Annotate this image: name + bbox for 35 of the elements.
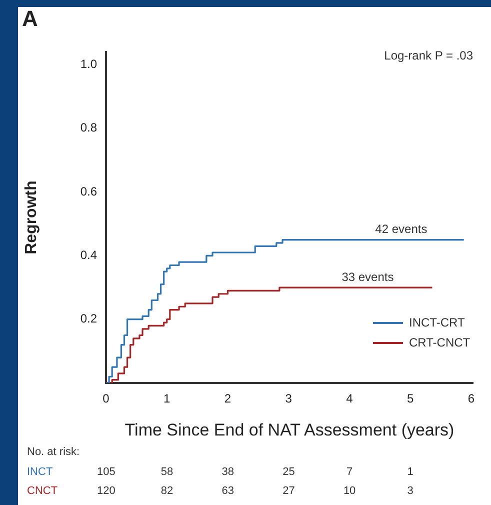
x-tick-label: 5 xyxy=(406,392,414,406)
y-axis-title: Regrowth xyxy=(23,180,40,254)
text: No. at risk: xyxy=(27,446,80,458)
text: 7 xyxy=(346,466,353,478)
text: 82 xyxy=(160,485,174,497)
text: 27 xyxy=(282,485,295,497)
text: 10 xyxy=(343,485,356,497)
x-tick-label: 0 xyxy=(102,392,110,406)
legend-label: INCT-CRT xyxy=(409,315,466,330)
annotation: Log-rank P = .03 xyxy=(384,48,474,62)
x-tick-label: 2 xyxy=(224,392,232,406)
y-tick-label: 0.6 xyxy=(80,184,98,198)
text: 1 xyxy=(407,466,414,478)
annotation: 42 events xyxy=(375,222,428,236)
text: 58 xyxy=(160,466,174,478)
x-axis-title: Time Since End of NAT Assessment (years) xyxy=(124,420,454,440)
x-tick-label: 6 xyxy=(468,392,475,406)
legend-label: CRT-CNCT xyxy=(409,335,471,350)
y-tick-label: 1.0 xyxy=(80,57,98,72)
y-tick-label: 0.8 xyxy=(80,120,98,135)
x-tick-label: 4 xyxy=(346,392,354,406)
text: CNCT xyxy=(27,485,58,497)
text: 3 xyxy=(407,485,414,497)
text: 120 xyxy=(97,485,116,497)
text: 63 xyxy=(222,485,234,497)
chart-title: A xyxy=(22,6,38,32)
text: 105 xyxy=(97,466,116,478)
text: 25 xyxy=(282,466,295,478)
annotation: 33 events xyxy=(342,270,394,284)
text: INCT xyxy=(27,466,53,478)
x-tick-label: 3 xyxy=(285,392,292,406)
y-tick-label: 0.4 xyxy=(80,248,98,262)
text: 38 xyxy=(222,466,234,478)
x-tick-label: 1 xyxy=(164,392,171,406)
y-tick-label: 0.2 xyxy=(80,312,98,326)
